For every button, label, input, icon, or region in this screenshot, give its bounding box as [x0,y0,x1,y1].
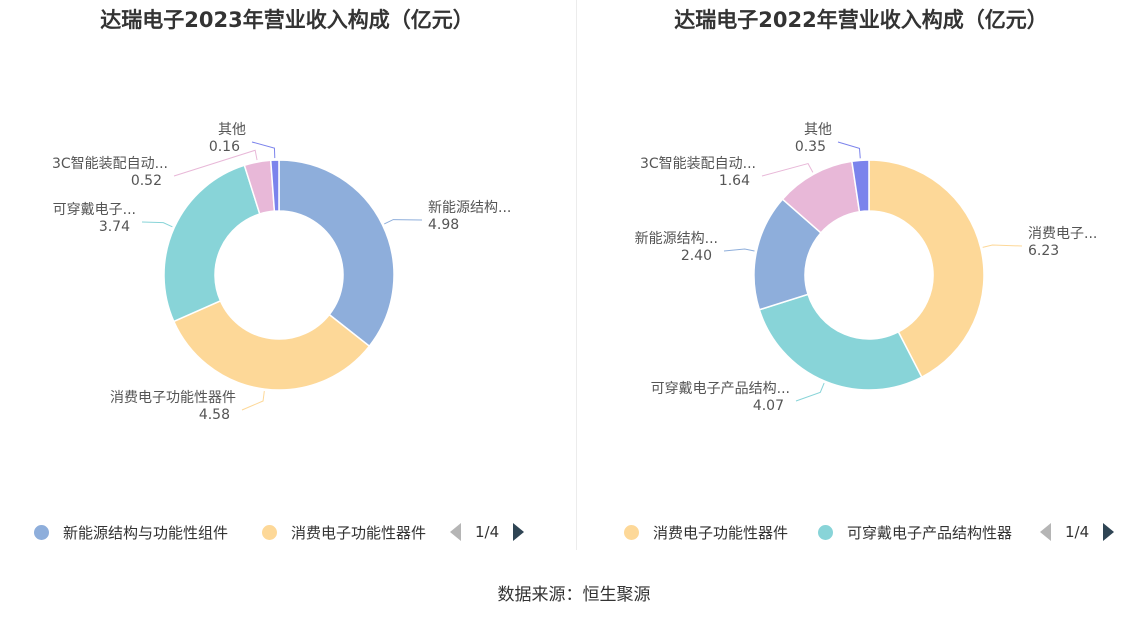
slice-value-label: 0.52 [131,173,162,189]
legend-page-indicator: 1/4 [475,523,500,541]
leader-line [982,244,1023,248]
donut-slice[interactable] [269,159,280,212]
chart-panel-2022: 达瑞电子2022年营业收入构成（亿元） 消费电子... 6.23 可穿戴电子产品结构… [574,0,1148,550]
next-page-icon[interactable] [513,523,525,541]
chart-panel-2023: 达瑞电子2023年营业收入构成（亿元） 新能源结构... 4.98 消费电子功能性器… [0,0,574,550]
slice-label: 其他 [804,122,832,138]
slice-label: 新能源结构... [635,231,718,247]
legend: 新能源结构与功能性组件 消费电子功能性器件 1/4 [0,518,574,546]
data-source-note: 数据来源：恒生聚源 [497,585,651,605]
leader-line [837,141,861,159]
leader-line [241,391,265,411]
legend-item[interactable]: 消费电子功能性器件 [262,522,426,542]
legend-item[interactable]: 消费电子功能性器件 [624,522,788,542]
slice-label: 消费电子功能性器件 [110,390,236,406]
slice-label: 其他 [218,122,246,138]
slice-value-label: 6.23 [1028,243,1059,259]
slice-label: 3C智能装配自动... [52,156,168,172]
legend-swatch [624,524,639,540]
donut-slice[interactable] [163,164,261,323]
slice-label: 可穿戴电子产品结构... [651,381,790,397]
legend-label: 新能源结构与功能性组件 [63,523,229,542]
legend-swatch [34,524,49,540]
donut-slice[interactable] [850,159,870,213]
slice-value-label: 4.58 [199,407,230,423]
leader-line [251,141,276,159]
donut-slice[interactable] [868,159,985,379]
legend-pager: 1/4 [1040,522,1115,542]
leader-line [173,149,258,177]
slice-value-label: 2.40 [681,248,712,264]
leader-line [141,221,173,228]
legend-label: 消费电子功能性器件 [653,523,789,542]
legend-swatch [818,524,833,540]
leader-line [384,219,423,225]
panel-divider [576,0,577,550]
legend-label: 消费电子功能性器件 [291,523,427,542]
slice-value-label: 0.35 [795,139,826,155]
donut-slice[interactable] [172,299,371,391]
slice-value-label: 4.07 [753,398,784,414]
leader-line [795,382,825,402]
slice-label: 可穿戴电子... [53,202,136,218]
slice-label: 3C智能装配自动... [640,156,756,172]
slice-value-label: 1.64 [719,173,750,189]
leader-line [761,162,814,177]
slice-value-label: 0.16 [209,139,240,155]
legend-item[interactable]: 新能源结构与功能性组件 [34,522,228,542]
prev-page-icon[interactable] [450,523,461,541]
chart-title: 达瑞电子2022年营业收入构成（亿元） [674,8,1048,32]
slice-value-label: 3.74 [99,219,130,235]
donut-chart: 消费电子...6.23 可穿戴电子产品结构...4.07 新能源结构...2.40 3… [635,122,1098,414]
legend-page-indicator: 1/4 [1065,523,1090,541]
leader-line [723,248,755,252]
slice-label: 新能源结构... [428,200,511,216]
prev-page-icon[interactable] [1040,523,1051,541]
legend-item[interactable]: 可穿戴电子产品结构性器 [818,522,1012,542]
slice-label: 消费电子... [1028,226,1097,242]
donut-slice[interactable] [278,159,395,348]
legend-pager: 1/4 [450,522,525,542]
legend-swatch [262,524,277,540]
chart-title: 达瑞电子2023年营业收入构成（亿元） [100,8,474,32]
legend-label: 可穿戴电子产品结构性器 [847,523,1013,542]
legend: 消费电子功能性器件 可穿戴电子产品结构性器 1/4 [574,518,1148,546]
slice-value-label: 4.98 [428,217,459,233]
donut-slice[interactable] [758,293,923,391]
next-page-icon[interactable] [1103,523,1115,541]
